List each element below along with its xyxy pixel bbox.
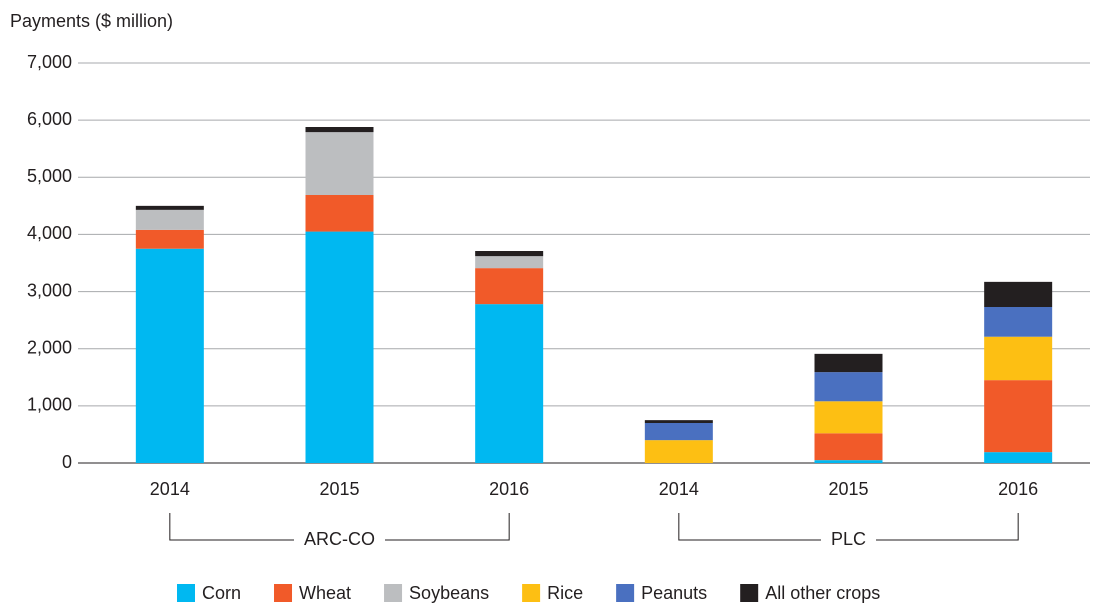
legend-swatch [274, 584, 293, 602]
bar-segment [814, 401, 883, 434]
bar-segment [984, 281, 1053, 307]
legend-label: Soybeans [409, 583, 489, 603]
bar-segment [475, 251, 544, 257]
x-tick-label: 2014 [659, 479, 699, 499]
bar-segment [305, 132, 374, 195]
legend-swatch [384, 584, 403, 602]
x-tick-label: 2015 [828, 479, 868, 499]
bar-segment [475, 256, 544, 269]
y-axis-label: Payments ($ million) [10, 11, 173, 31]
bar-segment [475, 268, 544, 305]
legend-label: Corn [202, 583, 241, 603]
legend-label: All other crops [765, 583, 880, 603]
x-tick-label: 2016 [489, 479, 529, 499]
bar-segment [305, 127, 374, 133]
bar-segment [135, 248, 204, 463]
bar-segment [814, 353, 883, 373]
bar-segment [984, 380, 1053, 453]
bar-segment [984, 336, 1053, 381]
y-tick-label: 2,000 [27, 337, 72, 357]
bar-segment [644, 423, 713, 441]
legend-label: Peanuts [641, 583, 707, 603]
group-label: ARC-CO [304, 529, 375, 549]
y-tick-label: 1,000 [27, 395, 72, 415]
x-tick-label: 2016 [998, 479, 1038, 499]
y-tick-label: 0 [62, 452, 72, 472]
y-tick-label: 6,000 [27, 109, 72, 129]
bar-segment [135, 229, 204, 249]
group-bracket [678, 513, 1019, 541]
y-tick-label: 7,000 [27, 52, 72, 72]
bar-segment [305, 195, 374, 232]
legend-label: Wheat [299, 583, 351, 603]
bar-segment [984, 452, 1053, 463]
bar-segment [984, 307, 1053, 337]
legend-swatch [740, 584, 759, 602]
bar-segment [644, 420, 713, 423]
x-tick-label: 2014 [150, 479, 190, 499]
group-bracket [169, 513, 510, 541]
legend-swatch [616, 584, 635, 602]
bar-segment [814, 372, 883, 402]
legend-swatch [177, 584, 195, 602]
y-tick-label: 4,000 [27, 223, 72, 243]
bar-segment [644, 440, 713, 463]
x-tick-label: 2015 [319, 479, 359, 499]
y-tick-label: 5,000 [27, 166, 72, 186]
bar-segment [475, 304, 544, 463]
bar-segment [305, 231, 374, 463]
legend-label: Rice [547, 583, 583, 603]
legend-swatch [522, 584, 541, 602]
bar-segment [135, 205, 204, 210]
group-label: PLC [831, 529, 866, 549]
bar-segment [814, 433, 883, 461]
bar-segment [814, 460, 883, 463]
y-tick-label: 3,000 [27, 280, 72, 300]
bar-segment [135, 209, 204, 230]
